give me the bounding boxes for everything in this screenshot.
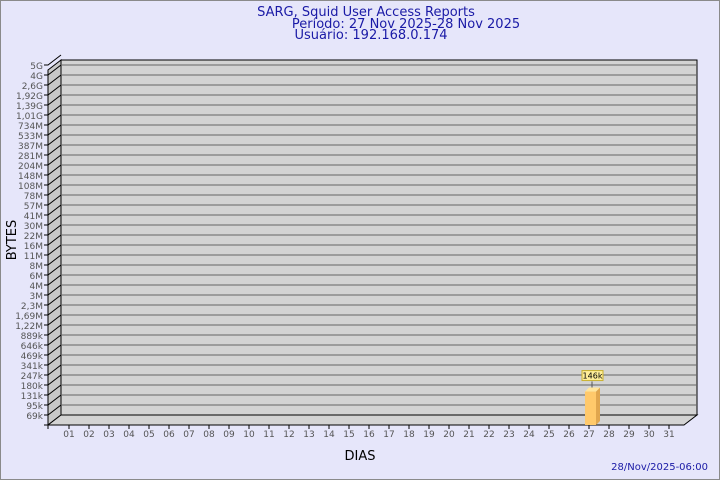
x-tick-label: 03 xyxy=(103,430,114,440)
y-tick-label: 8M xyxy=(30,262,44,272)
y-tick-label: 69k xyxy=(26,412,43,422)
y-tick-label: 3M xyxy=(30,292,44,302)
y-tick-label: 11M xyxy=(24,252,43,262)
x-tick-label: 12 xyxy=(283,430,294,440)
x-tick-label: 30 xyxy=(643,430,655,440)
y-tick-label: 5G xyxy=(30,62,43,72)
y-tick-label: 1,22M xyxy=(15,322,43,332)
x-tick-label: 08 xyxy=(203,430,215,440)
chart-period: Período: 27 Nov 2025-28 Nov 2025 xyxy=(292,17,520,32)
x-tick-label: 23 xyxy=(503,430,514,440)
x-tick-label: 14 xyxy=(323,430,335,440)
x-tick-label: 11 xyxy=(263,430,274,440)
y-tick-label: 22M xyxy=(24,232,43,242)
chart-user: Usuário: 192.168.0.174 xyxy=(294,28,447,43)
x-tick-label: 16 xyxy=(363,430,375,440)
x-tick-label: 01 xyxy=(63,430,74,440)
x-tick-label: 05 xyxy=(143,430,154,440)
x-tick-label: 13 xyxy=(303,430,314,440)
y-tick-label: 4G xyxy=(30,72,43,82)
bar-label-box xyxy=(581,370,604,382)
footer-timestamp: 28/Nov/2025-06:00 xyxy=(611,462,708,473)
x-tick-label: 24 xyxy=(523,430,535,440)
x-tick-label: 31 xyxy=(663,430,674,440)
x-tick-label: 25 xyxy=(543,430,554,440)
y-tick-label: 78M xyxy=(24,192,43,202)
back-wall xyxy=(60,59,698,416)
y-tick-label: 180k xyxy=(21,382,44,392)
y-tick-label: 247k xyxy=(21,372,44,382)
x-tick-label: 28 xyxy=(603,430,615,440)
x-tick-label: 15 xyxy=(343,430,354,440)
y-tick-label: 469k xyxy=(21,352,44,362)
bar xyxy=(585,391,596,425)
bar-side xyxy=(596,387,600,425)
y-tick-label: 1,39G xyxy=(16,102,43,112)
y-tick-label: 1,69M xyxy=(15,312,43,322)
y-tick-label: 57M xyxy=(24,202,43,212)
x-tick-label: 27 xyxy=(583,430,594,440)
y-tick-label: 889k xyxy=(21,332,44,342)
y-axis-label: BYTES xyxy=(5,220,20,261)
x-tick-label: 07 xyxy=(183,430,194,440)
y-tick-label: 30M xyxy=(24,222,43,232)
x-tick-label: 20 xyxy=(443,430,455,440)
y-tick-label: 281M xyxy=(18,152,43,162)
x-tick-label: 17 xyxy=(383,430,394,440)
bar-value-label: 146k xyxy=(583,372,603,381)
y-tick-label: 16M xyxy=(24,242,43,252)
y-tick-label: 148M xyxy=(18,172,43,182)
x-tick-label: 09 xyxy=(223,430,235,440)
y-tick-label: 387M xyxy=(18,142,43,152)
y-tick-label: 41M xyxy=(24,212,43,222)
x-tick-label: 10 xyxy=(243,430,255,440)
y-tick-label: 1,92G xyxy=(16,92,43,102)
y-tick-label: 6M xyxy=(30,272,44,282)
x-tick-label: 06 xyxy=(163,430,175,440)
x-tick-label: 22 xyxy=(483,430,494,440)
x-tick-label: 26 xyxy=(563,430,575,440)
x-tick-label: 21 xyxy=(463,430,474,440)
y-tick-label: 204M xyxy=(18,162,43,172)
y-tick-label: 95k xyxy=(26,402,43,412)
y-tick-label: 4M xyxy=(30,282,44,292)
x-axis-label: DIAS xyxy=(345,449,376,464)
y-tick-label: 646k xyxy=(21,342,44,352)
y-tick-label: 533M xyxy=(18,132,43,142)
y-tick-label: 734M xyxy=(18,122,43,132)
x-tick-label: 04 xyxy=(123,430,135,440)
y-tick xyxy=(44,54,62,66)
y-tick-label: 108M xyxy=(18,182,43,192)
x-tick-label: 02 xyxy=(83,430,94,440)
y-tick-label: 2,6G xyxy=(22,82,43,92)
bar-top xyxy=(585,387,600,392)
y-tick-label: 341k xyxy=(21,362,44,372)
chart-title: SARG, Squid User Access Reports xyxy=(257,5,475,20)
x-tick-label: 19 xyxy=(423,430,435,440)
y-tick-label: 1,01G xyxy=(16,112,43,122)
y-tick-label: 131k xyxy=(21,392,44,402)
x-tick-label: 18 xyxy=(403,430,415,440)
x-tick-label: 29 xyxy=(623,430,635,440)
y-tick-label: 2,3M xyxy=(21,302,43,312)
